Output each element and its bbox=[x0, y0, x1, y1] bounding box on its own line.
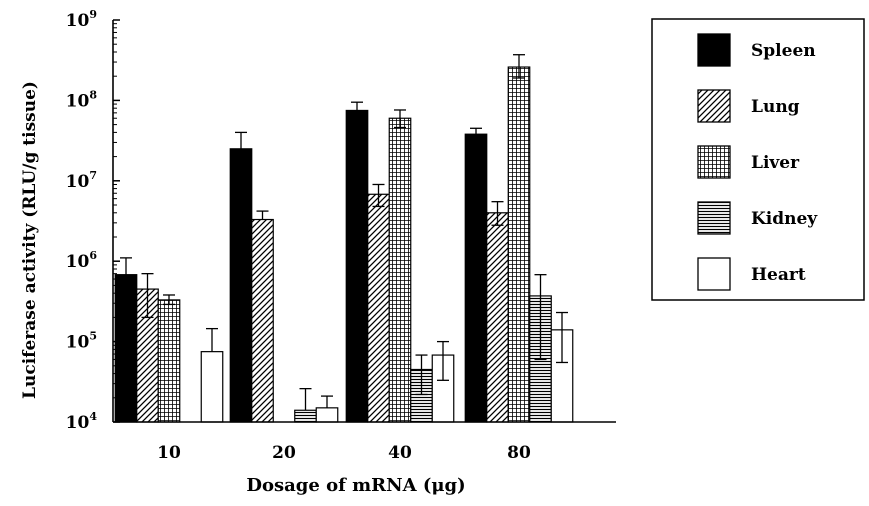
x-axis-ticks: 10 20 40 80 bbox=[157, 443, 531, 463]
x-tick-label: 20 bbox=[272, 443, 296, 463]
y-axis-ticks: 104 105 106 107 108 109 bbox=[66, 8, 120, 433]
x-axis-label: Dosage of mRNA (μg) bbox=[246, 475, 465, 496]
bar-spleen-20 bbox=[229, 148, 253, 423]
bar-spleen-10 bbox=[114, 274, 138, 423]
legend-swatch-heart bbox=[697, 257, 731, 291]
y-tick-label: 108 bbox=[66, 88, 98, 111]
bar-heart-10 bbox=[200, 351, 224, 423]
legend-swatch-liver bbox=[697, 145, 731, 179]
bar-kidney-20 bbox=[294, 409, 317, 423]
legend-swatch-kidney bbox=[697, 201, 731, 235]
bar-lung-40 bbox=[367, 193, 390, 423]
y-tick-label: 105 bbox=[66, 330, 97, 353]
bar-lung-20 bbox=[251, 218, 274, 423]
y-tick-label: 104 bbox=[66, 410, 98, 433]
legend-swatch-spleen bbox=[697, 33, 731, 67]
bar-spleen-40 bbox=[345, 109, 369, 423]
y-tick-label: 106 bbox=[66, 249, 98, 272]
legend-label-spleen: Spleen bbox=[751, 41, 816, 61]
x-tick-label: 80 bbox=[507, 443, 531, 463]
bar-series bbox=[114, 54, 574, 423]
x-tick-label: 40 bbox=[388, 443, 412, 463]
bar-spleen-80 bbox=[464, 133, 488, 423]
y-tick-label: 107 bbox=[66, 169, 97, 192]
x-tick-label: 10 bbox=[157, 443, 181, 463]
legend-label-liver: Liver bbox=[751, 153, 800, 173]
legend-swatch-lung bbox=[697, 89, 731, 123]
bar-liver-40 bbox=[388, 117, 412, 423]
legend: Spleen Lung Liver Kidney Heart bbox=[697, 33, 818, 291]
bar-liver-10 bbox=[157, 299, 181, 423]
y-tick-label: 109 bbox=[66, 8, 97, 31]
legend-label-heart: Heart bbox=[751, 265, 806, 285]
legend-box bbox=[651, 18, 865, 301]
bar-lung-80 bbox=[486, 212, 509, 423]
legend-label-kidney: Kidney bbox=[751, 209, 818, 229]
bar-liver-80 bbox=[507, 66, 531, 423]
legend-label-lung: Lung bbox=[751, 97, 800, 117]
y-axis-label: Luciferase activity (RLU/g tissue) bbox=[20, 81, 40, 399]
bar-heart-20 bbox=[315, 407, 339, 423]
